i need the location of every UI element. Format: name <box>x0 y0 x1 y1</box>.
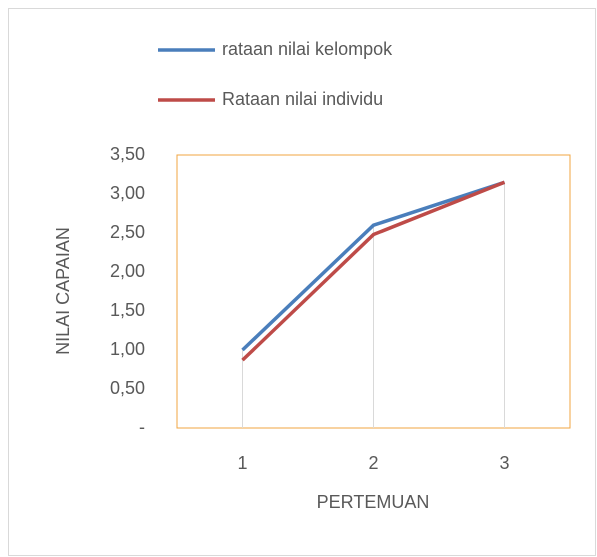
x-axis-title: PERTEMUAN <box>317 492 430 512</box>
y-tick-label: 2,00 <box>110 261 145 281</box>
y-tick-label: 3,00 <box>110 183 145 203</box>
y-tick-label: - <box>139 417 145 437</box>
y-tick-label: 3,50 <box>110 144 145 164</box>
legend-label: Rataan nilai individu <box>222 89 383 109</box>
chart-border <box>8 8 596 556</box>
series-line <box>241 180 506 362</box>
x-tick-label: 1 <box>237 453 247 473</box>
series-line <box>241 180 506 352</box>
x-tick-label: 2 <box>368 453 378 473</box>
x-tick-label: 3 <box>499 453 509 473</box>
y-tick-label: 1,00 <box>110 339 145 359</box>
y-tick-label: 2,50 <box>110 222 145 242</box>
legend-label: rataan nilai kelompok <box>222 39 393 59</box>
y-tick-label: 0,50 <box>110 378 145 398</box>
y-tick-label: 1,50 <box>110 300 145 320</box>
y-axis-title: NILAI CAPAIAN <box>53 227 73 355</box>
